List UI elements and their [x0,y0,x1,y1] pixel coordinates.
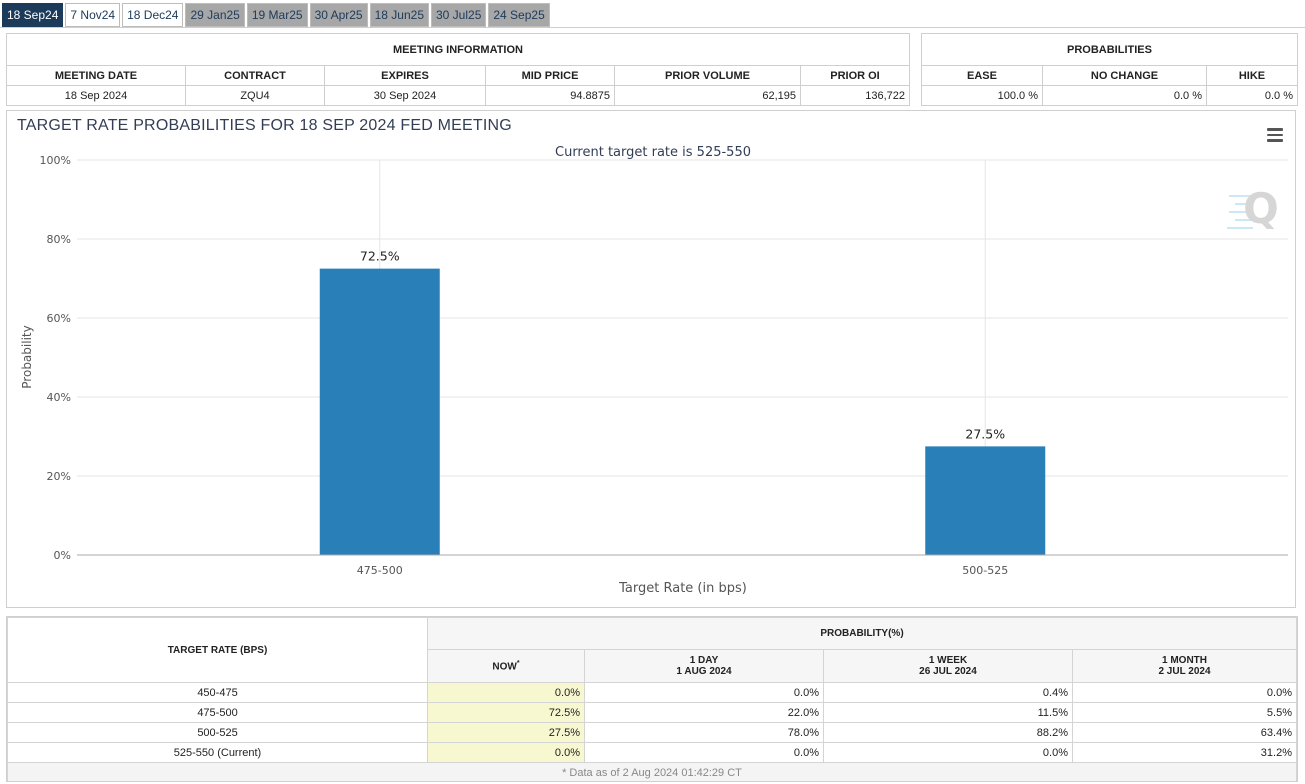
tab-meeting[interactable]: 18 Dec24 [122,3,184,27]
one-month-cell: 63.4% [1072,722,1297,743]
column-header: PRIOR VOLUME [614,65,801,86]
one-week-cell: 88.2% [823,722,1073,743]
bar [925,446,1046,555]
bar [319,268,440,555]
tab-meeting[interactable]: 24 Sep25 [488,3,550,27]
one-week-date: 26 JUL 2024 [919,666,977,677]
rate-cell: 475-500 [7,702,428,723]
y-tick-label: 0% [54,549,71,562]
mid-price-value: 94.8875 [485,85,615,106]
y-tick-label: 20% [47,470,71,483]
tab-meeting[interactable]: 18 Sep24 [2,3,64,27]
meeting-information-heading: MEETING INFORMATION [6,33,910,66]
tab-divider [0,27,1305,28]
prior-volume-value: 62,195 [614,85,801,106]
tab-meeting[interactable]: 30 Apr25 [309,3,368,27]
one-week-cell: 11.5% [823,702,1073,723]
one-week-header: 1 WEEK 26 JUL 2024 [823,649,1073,683]
target-rate-chart: TARGET RATE PROBABILITIES FOR 18 SEP 202… [6,110,1296,608]
y-tick-label: 80% [47,233,71,246]
y-tick-label: 100% [40,154,71,167]
one-day-cell: 0.0% [584,742,824,763]
one-day-header: 1 DAY 1 AUG 2024 [584,649,824,683]
now-cell: 27.5% [427,722,585,743]
now-cell: 72.5% [427,702,585,723]
chart-title: TARGET RATE PROBABILITIES FOR 18 SEP 202… [17,117,512,134]
chart-subtitle: Current target rate is 525-550 [555,145,751,160]
column-header: EXPIRES [324,65,486,86]
tab-meeting[interactable]: 18 Jun25 [369,3,429,27]
tab-meeting[interactable]: 30 Jul25 [431,3,487,27]
expires-value: 30 Sep 2024 [324,85,486,106]
meeting-information-table: MEETING INFORMATION MEETING DATE CONTRAC… [6,33,910,106]
one-month-date: 2 JUL 2024 [1158,666,1211,677]
gridlines [77,159,1288,556]
now-cell: 0.0% [427,742,585,763]
now-header: NOW* [427,649,585,683]
target-rate-header: TARGET RATE (BPS) [7,617,428,683]
one-day-cell: 78.0% [584,722,824,743]
hike-value: 0.0 % [1206,85,1298,106]
column-header: HIKE [1206,65,1298,86]
data-timestamp-footnote: * Data as of 2 Aug 2024 01:42:29 CT [7,762,1297,781]
tab-meeting[interactable]: 19 Mar25 [246,3,308,27]
column-header: CONTRACT [185,65,325,86]
y-axis-label: Probability [20,325,34,388]
one-day-cell: 22.0% [584,702,824,723]
table-row: 500-525 27.5% 78.0% 88.2% 63.4% [7,722,1297,743]
one-month-label: 1 MONTH [1162,655,1207,666]
bar-value-label: 27.5% [965,426,1005,441]
one-month-cell: 0.0% [1072,682,1297,703]
table-row: 525-550 (Current) 0.0% 0.0% 0.0% 31.2% [7,742,1297,763]
one-day-date: 1 AUG 2024 [676,666,732,677]
one-week-cell: 0.0% [823,742,1073,763]
tab-meeting[interactable]: 29 Jan25 [185,3,245,27]
rate-probability-table-panel: TARGET RATE (BPS) PROBABILITY(%) NOW* 1 … [6,616,1298,782]
now-cell: 0.0% [427,682,585,703]
one-day-cell: 0.0% [584,682,824,703]
prior-oi-value: 136,722 [800,85,910,106]
column-header: NO CHANGE [1042,65,1207,86]
probability-header: PROBABILITY(%) [427,617,1297,650]
y-tick-label: 40% [47,391,71,404]
x-tick-label: 500-525 [962,564,1008,577]
y-tick-label: 60% [47,312,71,325]
rate-cell: 500-525 [7,722,428,743]
bars: 72.5% 27.5% [319,249,1046,555]
one-day-label: 1 DAY [689,655,719,666]
column-header: PRIOR OI [800,65,910,86]
rate-cell: 450-475 [7,682,428,703]
one-week-label: 1 WEEK [928,655,968,666]
tab-meeting[interactable]: 7 Nov24 [65,3,121,27]
meeting-tabs: 18 Sep24 7 Nov24 18 Dec24 29 Jan25 19 Ma… [2,3,552,27]
bar-value-label: 72.5% [360,249,400,264]
column-header: MEETING DATE [6,65,186,86]
axes: 0% 20% 40% 60% 80% 100% 475-500 500-525 [40,154,1288,577]
rate-probability-table: TARGET RATE (BPS) PROBABILITY(%) NOW* 1 … [7,617,1297,781]
table-row: 450-475 0.0% 0.0% 0.4% 0.0% [7,682,1297,703]
one-month-header: 1 MONTH 2 JUL 2024 [1072,649,1297,683]
ease-value: 100.0 % [921,85,1043,106]
one-month-cell: 31.2% [1072,742,1297,763]
chart-canvas: Current target rate is 525-550 Q 72.5% 27… [20,145,1288,596]
column-header: MID PRICE [485,65,615,86]
now-header-label: NOW [492,661,517,673]
table-row: 475-500 72.5% 22.0% 11.5% 5.5% [7,702,1297,723]
watermark-logo: Q [1227,184,1279,233]
contract-value: ZQU4 [185,85,325,106]
one-month-cell: 5.5% [1072,702,1297,723]
watermark-letter: Q [1243,184,1279,233]
probabilities-table: PROBABILITIES EASE NO CHANGE HIKE 100.0 … [921,33,1298,106]
probabilities-heading: PROBABILITIES [921,33,1298,66]
meeting-date-value: 18 Sep 2024 [6,85,186,106]
now-header-marker: * [516,659,520,667]
column-header: EASE [921,65,1043,86]
rate-cell: 525-550 (Current) [7,742,428,763]
no-change-value: 0.0 % [1042,85,1207,106]
hamburger-menu-icon[interactable] [1267,128,1283,142]
x-tick-label: 475-500 [357,564,403,577]
x-axis-label: Target Rate (in bps) [618,581,747,596]
one-week-cell: 0.4% [823,682,1073,703]
